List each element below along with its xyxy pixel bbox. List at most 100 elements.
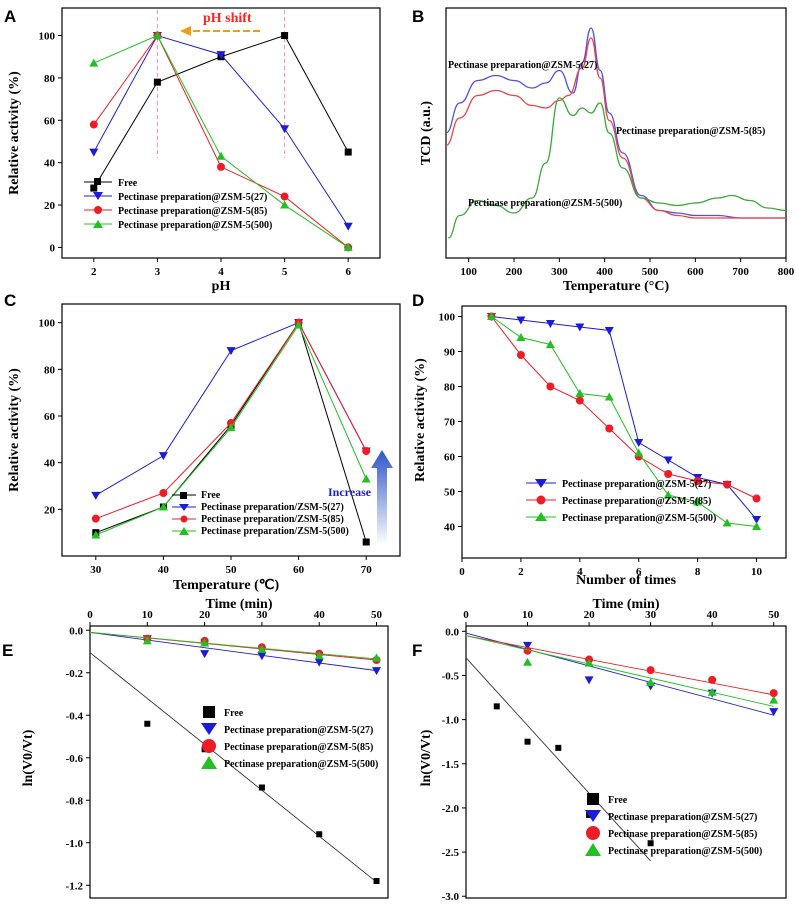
data-point (493, 703, 500, 710)
y-tick-label: 40 (444, 522, 456, 534)
legend-label: Pectinase preparation@ZSM-5(85) (562, 496, 711, 507)
panel-label-b: B (412, 7, 424, 26)
data-point (316, 831, 323, 838)
legend-marker (94, 206, 102, 214)
legend-label: Pectinase preparation@ZSM-5(27) (608, 812, 757, 823)
legend-f: Free Pectinase preparation@ZSM-5(27) Pec… (585, 793, 762, 857)
series-line (491, 316, 757, 527)
legend-e: Free Pectinase preparation@ZSM-5(27) Pec… (201, 706, 378, 770)
x-tick-label: 100 (460, 266, 477, 278)
data-point (647, 840, 654, 847)
x-tick-label: 600 (687, 266, 704, 278)
x-axis-title-b: Temperature (°C) (563, 279, 670, 294)
data-point (361, 474, 371, 483)
x-tick-label: 0 (463, 609, 469, 621)
panel-label-a: A (4, 7, 16, 26)
data-point (486, 312, 496, 320)
x-axis-title-c: Temperature (℃) (173, 578, 280, 593)
legend-marker (203, 706, 215, 718)
y-tick-label: -2.5 (442, 847, 460, 859)
data-point (769, 695, 779, 704)
plot-area-d: 0 2 4 6 8 10 40 50 60 70 80 90 100 (439, 312, 763, 579)
data-point (752, 494, 761, 503)
series-line (491, 316, 757, 499)
data-point (89, 120, 98, 129)
data-point (91, 530, 101, 539)
legend-f-item-3: Pectinase preparation@ZSM-5(500) (585, 843, 762, 857)
y-tick-label: -1.0 (66, 838, 84, 850)
y-tick-label: 100 (39, 318, 56, 330)
y-tick-label: 20 (44, 504, 56, 516)
data-point (546, 382, 555, 391)
data-point (144, 720, 151, 727)
legend-f-item-0: Free (587, 793, 628, 806)
legend-label: Pectinase preparation@ZSM-5(500) (562, 513, 716, 524)
data-point (769, 708, 779, 717)
legend-c-item-0: Free (172, 490, 221, 501)
y-axis-title-f: ln(V0/Vt) (419, 729, 434, 786)
data-point (217, 162, 225, 171)
y-tick-label: 60 (44, 411, 56, 423)
panel-b: B 100 200 300 400 500 600 700 800 Temperature (… (412, 7, 795, 294)
legend-a-item-1: Pectinase preparation@ZSM-5(27) (84, 192, 267, 203)
data-point (294, 320, 304, 329)
data-point (158, 502, 168, 511)
y-tick-label: -1.5 (442, 759, 460, 771)
data-point (646, 678, 656, 687)
fit-line (465, 657, 651, 862)
data-point (516, 333, 526, 341)
data-point (604, 392, 614, 401)
curve-label-27: Pectinase preparation@ZSM-5(27) (448, 60, 597, 71)
data-point (664, 470, 673, 478)
y-axis-title-c: Relative activity (%) (7, 368, 22, 492)
fit-line (465, 635, 774, 696)
series-line (445, 37, 786, 219)
data-point (216, 151, 226, 160)
x-tick-label: 0 (459, 566, 465, 578)
legend-label: Pectinase preparation@ZSM-5(500) (224, 759, 378, 770)
legend-c-item-1: Pectinase preparation/ZSM-5(27) (172, 502, 344, 513)
data-point (280, 125, 290, 134)
x-tick-label: 50 (371, 609, 383, 621)
legend-label: Pectinase preparation/ZSM-5(500) (201, 526, 349, 537)
legend-label: Free (608, 795, 628, 806)
data-point (280, 200, 290, 209)
fit-line (465, 635, 774, 707)
x-tick-label: 40 (314, 609, 326, 621)
legend-marker (536, 495, 546, 505)
fit-line (89, 631, 377, 660)
fit-line (89, 631, 377, 672)
legend-label: Free (201, 490, 221, 501)
data-point (634, 439, 644, 447)
data-point (258, 784, 265, 791)
data-point (91, 491, 101, 500)
x-tick-label: 2 (91, 266, 97, 278)
data-point (516, 316, 526, 325)
data-point (523, 641, 533, 650)
legend-e-item-3: Pectinase preparation@ZSM-5(500) (201, 756, 378, 770)
x-tick-label: 30 (90, 564, 102, 576)
x-tick-label: 10 (751, 566, 763, 578)
plot-area-b: 100 200 300 400 500 600 700 800 (445, 27, 795, 278)
data-point (153, 78, 161, 86)
legend-d: Pectinase preparation@ZSM-5(27) Pectinas… (526, 479, 716, 524)
legend-d-item-1: Pectinase preparation@ZSM-5(85) (526, 495, 711, 507)
plot-frame-f (465, 625, 787, 899)
x-tick-label: 400 (596, 266, 613, 278)
x-axis-title-a: pH (212, 279, 231, 294)
y-axis-title-e: ln(V0/Vt) (21, 729, 36, 786)
data-point (555, 744, 562, 751)
y-tick-label: 80 (44, 364, 56, 376)
legend-c-item-2: Pectinase preparation/ZSM-5(85) (172, 514, 344, 525)
plot-frame-d (461, 305, 787, 559)
legend-marker (180, 515, 188, 523)
data-point (663, 456, 673, 465)
data-point (142, 636, 152, 645)
y-tick-label: -0.6 (66, 753, 84, 765)
data-point (545, 320, 555, 328)
y-axis-title-d: Relative activity (%) (413, 358, 428, 482)
legend-label: Pectinase preparation@ZSM-5(500) (608, 846, 762, 857)
y-tick-label: -0.5 (442, 670, 460, 682)
